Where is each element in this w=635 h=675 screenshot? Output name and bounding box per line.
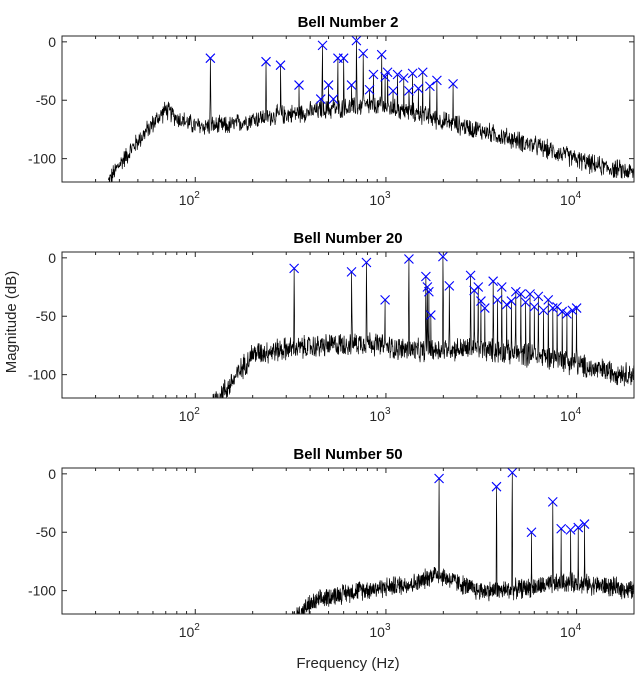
peak-marker (476, 296, 486, 306)
y-tick-label: -50 (36, 308, 56, 324)
peak-marker (520, 297, 531, 308)
peak-marker (323, 80, 334, 90)
panel-title: Bell Number 20 (293, 230, 402, 247)
x-tick-label: 102 (179, 406, 201, 424)
peak-marker (317, 40, 328, 51)
spectrum-line (292, 472, 634, 614)
peak-marker (398, 73, 409, 83)
peak-marker (382, 67, 393, 78)
peak-marker (492, 294, 503, 305)
y-tick-label: 0 (48, 34, 56, 50)
x-axis-label: Frequency (Hz) (296, 655, 399, 672)
peak-marker (420, 271, 431, 282)
peak-marker (364, 84, 375, 95)
peak-marker (358, 48, 369, 59)
x-tick-label: 102 (179, 622, 201, 640)
peak-marker (346, 80, 357, 90)
axes-frame (61, 35, 635, 183)
peak-marker (571, 303, 582, 313)
y-tick-label: 0 (48, 250, 56, 266)
peak-marker (417, 67, 428, 78)
peak-marker (346, 266, 357, 277)
x-tick-label: 103 (369, 190, 391, 208)
peak-marker (573, 522, 584, 533)
peak-marker (448, 78, 458, 89)
peak-marker (392, 69, 403, 80)
peak-marker (368, 69, 379, 80)
peak-marker (465, 270, 476, 281)
peak-marker (380, 294, 390, 305)
peak-marker (506, 296, 517, 306)
peak-marker (507, 467, 518, 478)
panel-3: Bell Number 50 0 -50 -100 102 103 104 (28, 446, 635, 640)
peak-marker (413, 83, 424, 94)
peak-marker (261, 56, 271, 67)
y-tick-label: -50 (36, 524, 56, 540)
peak-marker (376, 49, 387, 60)
y-tick-label: 0 (48, 466, 56, 482)
peak-marker (289, 263, 300, 274)
peak-marker (526, 527, 537, 538)
peak-marker (529, 302, 540, 312)
peak-marker (501, 299, 512, 310)
peak-marker (434, 473, 444, 484)
panel-title: Bell Number 50 (293, 446, 402, 463)
peak-marker (404, 254, 414, 264)
peak-marker (525, 289, 535, 299)
peak-marker (205, 53, 216, 64)
peak-marker (562, 309, 572, 319)
x-tick-label: 103 (369, 622, 391, 640)
peak-marker (491, 481, 502, 492)
spectrum-line (212, 256, 634, 398)
peak-marker (404, 86, 414, 96)
y-tick-label: -100 (28, 151, 56, 167)
peak-marker (543, 294, 554, 305)
peak-marker (424, 81, 435, 92)
peak-marker (473, 282, 484, 292)
peak-marker (444, 280, 455, 291)
x-tick-label: 102 (179, 190, 201, 208)
peak-marker (538, 305, 549, 316)
panel-1: Bell Number 2 0 -50 -100 102 103 104 (28, 14, 635, 208)
y-tick-label: -100 (28, 367, 56, 383)
y-tick-label: -100 (28, 583, 56, 599)
peak-marker (438, 251, 448, 262)
peak-marker (294, 80, 304, 90)
panel-2: Bell Number 20 0 -50 -100 102 103 104 (28, 230, 635, 424)
peak-marker (275, 60, 286, 71)
peak-marker (315, 94, 326, 104)
peak-marker (579, 519, 590, 529)
peak-marker (488, 276, 499, 287)
x-tick-label: 103 (369, 406, 391, 424)
peak-marker (510, 286, 521, 297)
peak-marker (533, 291, 544, 302)
peak-marker (338, 53, 349, 64)
peak-marker (479, 303, 490, 313)
peak-marker (556, 523, 567, 534)
axes-frame (61, 251, 635, 399)
peak-marker (496, 282, 507, 292)
y-tick-label: -50 (36, 92, 56, 108)
x-tick-label: 104 (560, 622, 582, 640)
peak-marker (424, 286, 434, 297)
peak-marker (328, 94, 339, 104)
peak-marker (351, 35, 362, 46)
peak-marker (407, 68, 418, 79)
peak-marker (557, 306, 568, 317)
x-tick-label: 104 (560, 406, 582, 424)
y-axis-label: Magnitude (dB) (3, 271, 20, 374)
peak-marker (425, 310, 436, 320)
spectrum-line (107, 40, 634, 182)
panel-title: Bell Number 2 (298, 14, 399, 31)
peak-marker (547, 496, 558, 507)
axes-frame (61, 467, 635, 615)
peak-marker (388, 86, 398, 96)
peak-marker (565, 525, 576, 535)
peak-marker (431, 75, 442, 86)
x-tick-label: 104 (560, 190, 582, 208)
peak-marker (515, 289, 526, 299)
peak-marker (380, 71, 390, 82)
peak-marker (361, 257, 372, 268)
